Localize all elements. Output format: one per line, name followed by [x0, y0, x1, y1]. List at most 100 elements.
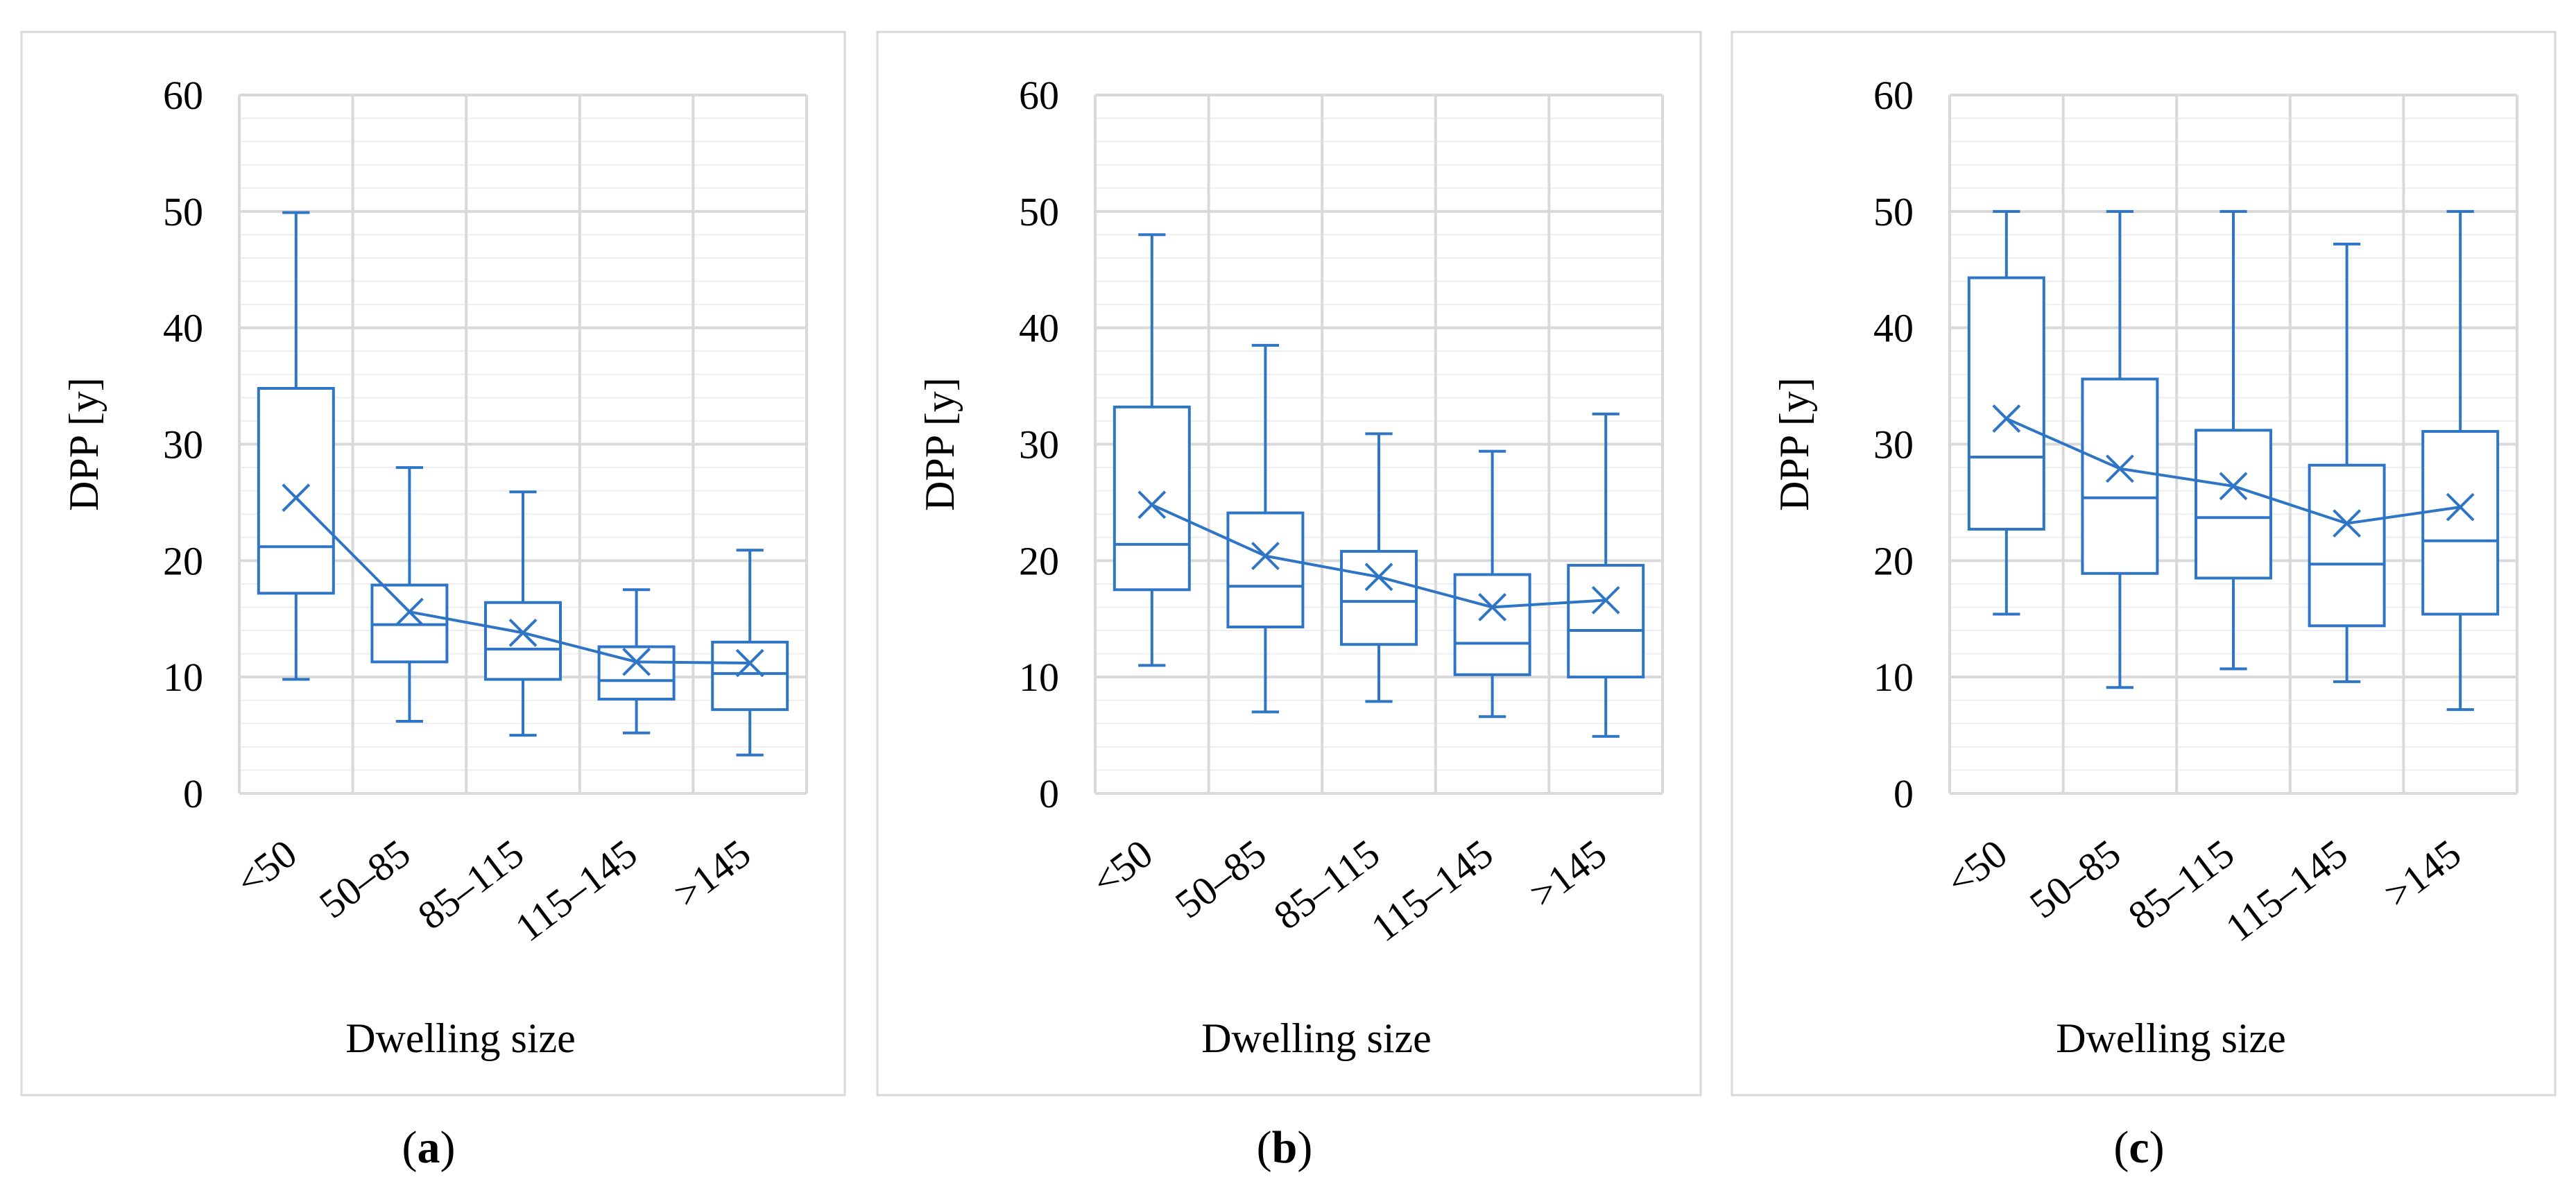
mean-marker: [1591, 585, 1620, 614]
mean-marker-stroke: [1992, 404, 2021, 433]
mean-marker-stroke: [508, 618, 538, 647]
y-tick-label: 20: [1873, 538, 1914, 583]
box-2: [2081, 209, 2159, 689]
mean-marker: [2446, 492, 2475, 522]
y-tick-label: 50: [163, 189, 203, 234]
mean-marker-stroke: [1251, 542, 1280, 571]
y-tick-label: 40: [1873, 306, 1914, 351]
mean-marker: [1364, 562, 1393, 592]
y-tick-label: 0: [1039, 771, 1059, 816]
box-iqr: [2081, 377, 2159, 575]
y-tick-label: 20: [1019, 538, 1059, 583]
y-tick-label: 40: [1019, 306, 1059, 351]
box-iqr: [1226, 511, 1305, 628]
x-axis-title: Dwelling size: [2056, 1015, 2286, 1061]
caption-part: ): [2149, 1122, 2165, 1173]
mean-marker: [1478, 593, 1507, 621]
mean-marker: [1251, 542, 1280, 571]
box-2: [1226, 343, 1305, 714]
caption-part: c: [2129, 1122, 2149, 1173]
y-tick-label: 30: [1019, 422, 1059, 467]
mean-marker-stroke: [622, 647, 651, 676]
y-tick-label: 60: [1019, 73, 1059, 118]
y-tick-label: 60: [163, 73, 203, 118]
mean-marker: [735, 648, 764, 678]
box-5: [1567, 412, 1645, 738]
caption-part: ): [440, 1122, 456, 1173]
mean-marker: [1992, 404, 2021, 433]
box-iqr: [1967, 276, 2045, 531]
box-5: [711, 549, 789, 757]
y-tick-label: 0: [183, 771, 203, 816]
box-iqr: [2308, 463, 2386, 628]
mean-marker-stroke: [1478, 593, 1507, 621]
mean-marker: [2333, 509, 2362, 538]
x-axis-title: Dwelling size: [345, 1015, 576, 1061]
mean-marker-stroke: [282, 483, 311, 513]
box-3: [484, 490, 562, 737]
box-3: [2195, 209, 2272, 671]
panel-caption: (b): [1257, 1122, 1313, 1173]
mean-marker: [622, 647, 651, 676]
box-1: [1113, 233, 1191, 667]
box-1: [1967, 209, 2045, 616]
panel-caption: (c): [2113, 1122, 2164, 1173]
box-5: [2421, 209, 2500, 712]
mean-marker: [508, 618, 538, 647]
box-iqr: [2195, 429, 2272, 580]
y-tick-label: 30: [1873, 422, 1914, 467]
caption-part: (: [402, 1122, 418, 1173]
panel-frame: [20, 31, 846, 1097]
y-axis-title: DPP [y]: [1771, 377, 1817, 511]
box-iqr: [1340, 549, 1418, 646]
box-iqr: [2421, 430, 2500, 616]
y-tick-label: 10: [1873, 655, 1914, 700]
mean-marker-stroke: [2105, 454, 2134, 483]
mean-marker: [1137, 490, 1167, 519]
mean-marker: [2219, 472, 2248, 501]
box-4: [1453, 449, 1531, 719]
y-tick-label: 40: [163, 306, 203, 351]
box-4: [2308, 242, 2386, 683]
y-tick-label: 50: [1019, 189, 1059, 234]
y-tick-label: 60: [1873, 73, 1914, 118]
box-iqr: [1113, 405, 1191, 592]
box-iqr: [1453, 573, 1531, 676]
mean-marker-stroke: [1364, 562, 1393, 592]
caption-part: a: [418, 1122, 440, 1173]
caption-part: (: [2113, 1122, 2129, 1173]
box-iqr: [1567, 564, 1645, 679]
caption-part: b: [1272, 1122, 1298, 1173]
y-tick-label: 10: [163, 655, 203, 700]
mean-marker: [282, 483, 311, 513]
box-iqr: [257, 386, 335, 595]
caption-part: ): [1297, 1122, 1312, 1173]
mean-marker-stroke: [395, 597, 424, 626]
mean-marker: [2105, 454, 2134, 483]
mean-marker: [395, 597, 424, 626]
panel-caption: (a): [402, 1122, 456, 1173]
y-tick-label: 30: [163, 422, 203, 467]
mean-marker-stroke: [1591, 585, 1620, 614]
mean-marker-stroke: [2333, 509, 2362, 538]
box-iqr: [484, 601, 562, 681]
box-2: [370, 466, 449, 723]
caption-part: (: [1257, 1122, 1272, 1173]
mean-marker-stroke: [2219, 472, 2248, 501]
mean-marker-stroke: [2446, 492, 2475, 522]
y-tick-label: 50: [1873, 189, 1914, 234]
y-tick-label: 20: [163, 538, 203, 583]
y-axis-title: DPP [y]: [917, 377, 963, 511]
mean-marker-stroke: [735, 648, 764, 678]
box-1: [257, 211, 335, 681]
x-axis-title: Dwelling size: [1201, 1015, 1432, 1061]
box-iqr: [711, 640, 789, 712]
mean-marker-stroke: [1137, 490, 1167, 519]
y-tick-label: 0: [1894, 771, 1914, 816]
y-tick-label: 10: [1019, 655, 1059, 700]
box-3: [1340, 432, 1418, 703]
